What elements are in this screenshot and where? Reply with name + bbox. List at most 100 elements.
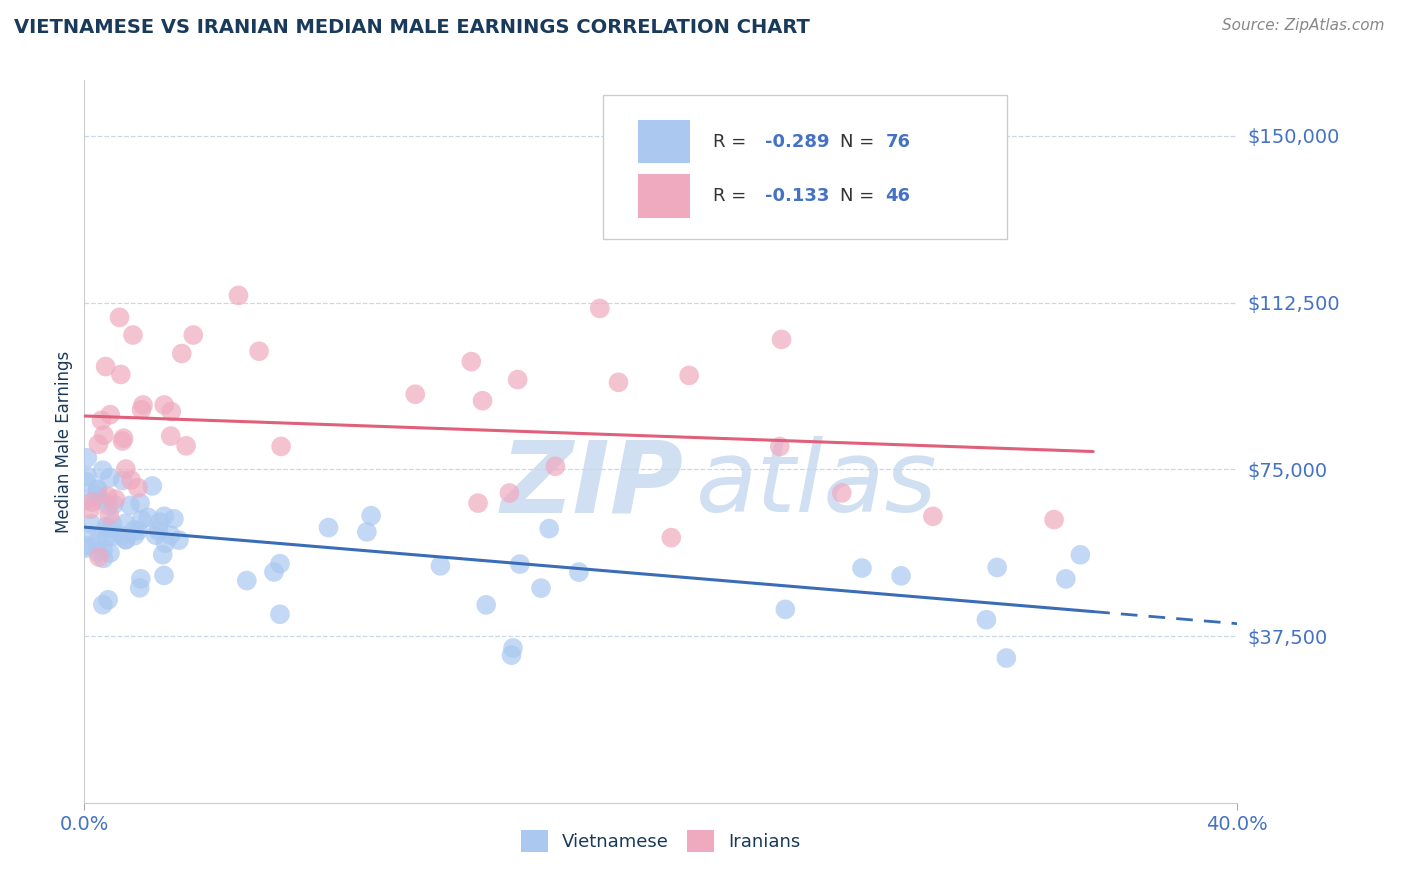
Point (86, 483, 108, 497)
Point (263, 565, 285, 579)
Point (98, 471, 121, 485)
Point (118, 499, 141, 513)
Point (607, 376, 630, 390)
Point (101, 529, 124, 543)
Point (498, 486, 520, 500)
Point (86, 535, 108, 549)
Point (129, 572, 152, 586)
Point (174, 439, 197, 453)
Point (1054, 572, 1077, 586)
FancyBboxPatch shape (638, 120, 690, 163)
Text: 76: 76 (886, 133, 911, 151)
Point (153, 398, 176, 412)
Point (148, 524, 170, 538)
Point (589, 301, 612, 316)
FancyBboxPatch shape (603, 95, 1007, 239)
Point (467, 496, 489, 510)
Point (986, 560, 1008, 574)
Point (181, 328, 204, 343)
Legend: Vietnamese, Iranians: Vietnamese, Iranians (513, 822, 808, 859)
Point (80, 516, 103, 531)
Point (976, 613, 998, 627)
Point (131, 402, 153, 417)
Point (97, 489, 120, 503)
Point (831, 486, 853, 500)
Point (851, 561, 873, 575)
Point (75, 475, 97, 489)
Text: VIETNAMESE VS IRANIAN MEDIAN MALE EARNINGS CORRELATION CHART: VIETNAMESE VS IRANIAN MEDIAN MALE EARNIN… (14, 18, 810, 37)
Point (152, 548, 174, 562)
Text: -0.289: -0.289 (765, 133, 830, 151)
Point (228, 288, 250, 302)
Point (159, 528, 181, 542)
Point (90, 413, 112, 427)
Text: R =: R = (713, 133, 752, 151)
Point (538, 522, 561, 536)
Point (79, 502, 101, 516)
Point (270, 439, 292, 453)
Point (769, 440, 792, 454)
Point (163, 512, 186, 526)
Point (1069, 548, 1091, 562)
Point (530, 581, 553, 595)
Text: 46: 46 (886, 187, 911, 205)
Point (132, 398, 155, 412)
Point (568, 565, 591, 579)
Text: -0.133: -0.133 (765, 187, 830, 205)
Point (136, 510, 159, 524)
FancyBboxPatch shape (638, 174, 690, 218)
Point (86, 545, 108, 559)
Point (91, 542, 114, 557)
Point (155, 536, 177, 550)
Point (269, 607, 291, 622)
Point (269, 557, 291, 571)
Point (98, 508, 121, 522)
Point (115, 462, 138, 476)
Point (108, 310, 131, 325)
Point (145, 528, 167, 542)
Point (89, 491, 111, 506)
Point (124, 529, 146, 543)
Point (153, 509, 176, 524)
Point (96, 519, 118, 533)
Point (87, 550, 110, 565)
Text: R =: R = (713, 187, 752, 205)
Point (98, 546, 121, 560)
Point (770, 333, 793, 347)
Text: atlas: atlas (696, 436, 936, 533)
Point (111, 434, 134, 448)
Point (75, 492, 97, 507)
Point (1043, 512, 1066, 526)
Point (76, 469, 98, 483)
Point (236, 574, 259, 588)
Point (160, 404, 183, 418)
Point (104, 492, 127, 507)
Point (429, 558, 451, 573)
Point (114, 533, 136, 547)
Point (80, 528, 103, 542)
Point (501, 648, 523, 662)
Point (659, 531, 682, 545)
Point (114, 533, 136, 547)
Point (153, 568, 176, 582)
Point (76, 450, 98, 465)
Text: N =: N = (839, 187, 880, 205)
Point (86, 482, 108, 496)
Point (141, 479, 163, 493)
Y-axis label: Median Male Earnings: Median Male Earnings (55, 351, 73, 533)
Point (247, 344, 270, 359)
Point (87, 437, 110, 451)
Point (159, 429, 181, 443)
Point (103, 498, 125, 512)
Point (475, 598, 498, 612)
Point (131, 512, 153, 526)
Point (404, 387, 426, 401)
Text: N =: N = (839, 133, 880, 151)
Point (93, 428, 115, 442)
Point (120, 473, 142, 487)
Point (502, 640, 524, 655)
Point (75, 539, 97, 553)
Point (112, 431, 135, 445)
Point (167, 533, 190, 548)
Point (890, 569, 912, 583)
